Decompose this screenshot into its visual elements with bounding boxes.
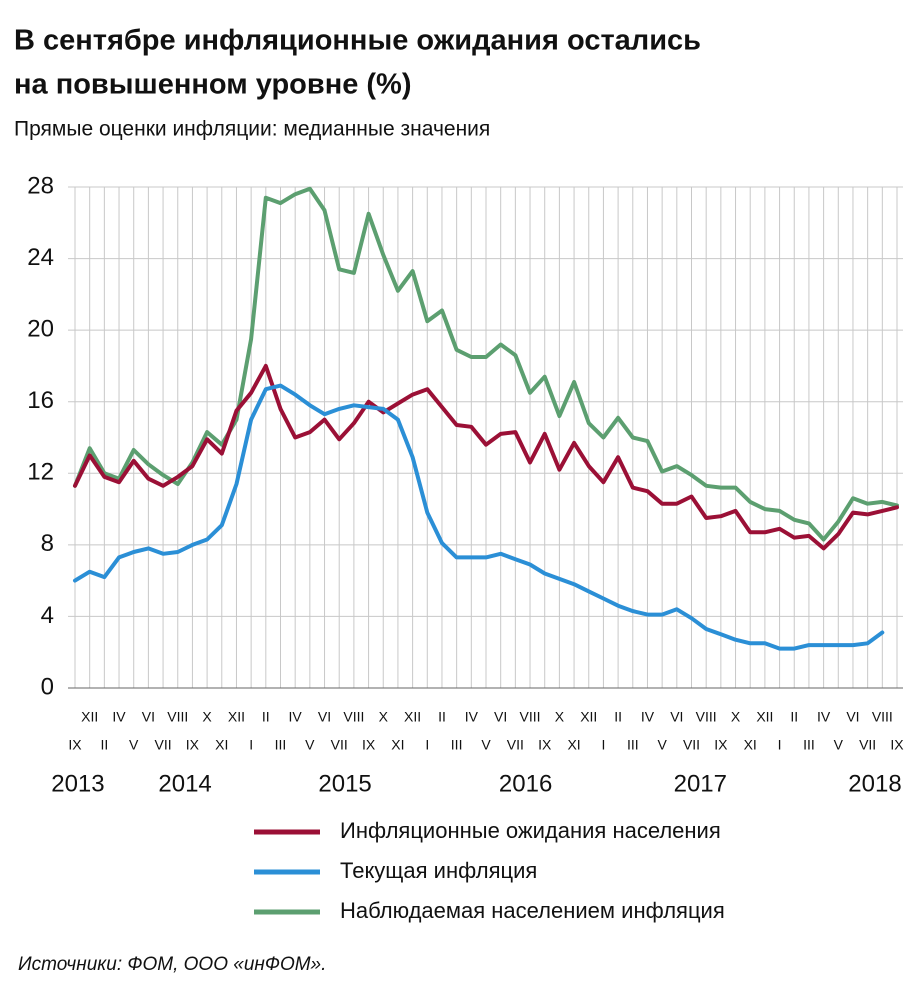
- y-tick-label: 4: [41, 602, 54, 629]
- x-tick-label: V: [834, 737, 844, 753]
- x-tick-label: II: [262, 709, 270, 725]
- x-tick-label: V: [305, 737, 315, 753]
- x-tick-label: I: [601, 737, 605, 753]
- x-tick-label: IX: [68, 737, 82, 753]
- chart-subtitle: Прямые оценки инфляции: медианные значен…: [14, 118, 490, 141]
- x-tick-label: III: [803, 737, 815, 753]
- x-tick-label: XI: [215, 737, 228, 753]
- x-tick-label: VII: [507, 737, 524, 753]
- x-tick-label: VII: [331, 737, 348, 753]
- x-tick-label: XII: [580, 709, 597, 725]
- x-tick-label: VII: [155, 737, 172, 753]
- x-tick-label: VI: [670, 709, 683, 725]
- year-label: 2016: [499, 770, 552, 797]
- x-tick-label: V: [129, 737, 139, 753]
- y-tick-label: 24: [27, 244, 54, 271]
- x-tick-label: IX: [890, 737, 904, 753]
- x-tick-label: III: [451, 737, 463, 753]
- x-tick-label: X: [379, 709, 389, 725]
- y-tick-label: 16: [27, 387, 54, 414]
- legend-label: Наблюдаемая населением инфляция: [340, 898, 725, 923]
- x-tick-label: II: [790, 709, 798, 725]
- x-tick-label: VI: [494, 709, 507, 725]
- x-tick-label: IV: [641, 709, 655, 725]
- y-tick-label: 28: [27, 172, 54, 199]
- x-tick-label: XII: [756, 709, 773, 725]
- year-label: 2018: [848, 770, 901, 797]
- y-tick-label: 8: [41, 530, 54, 557]
- x-tick-label: II: [614, 709, 622, 725]
- x-tick-label: III: [627, 737, 639, 753]
- y-tick-label: 0: [41, 673, 54, 700]
- x-tick-label: VIII: [343, 709, 364, 725]
- x-tick-label: VI: [846, 709, 859, 725]
- year-label: 2013: [51, 770, 104, 797]
- y-tick-label: 12: [27, 459, 54, 486]
- x-tick-label: VI: [318, 709, 331, 725]
- chart-title: на повышенном уровне (%): [14, 69, 412, 101]
- x-tick-label: IX: [714, 737, 728, 753]
- chart-title: В сентябре инфляционные ожидания осталис…: [14, 25, 701, 57]
- legend-label: Текущая инфляция: [340, 858, 537, 883]
- series-line: [73, 363, 899, 551]
- y-tick-label: 20: [27, 315, 54, 342]
- x-tick-label: IV: [289, 709, 303, 725]
- x-tick-label: IV: [112, 709, 126, 725]
- source: Источники: ФОМ, ООО «инФОМ».: [18, 954, 326, 975]
- series-line: [73, 186, 899, 542]
- x-tick-label: VIII: [167, 709, 188, 725]
- x-tick-label: XII: [81, 709, 98, 725]
- x-tick-label: VIII: [696, 709, 717, 725]
- x-tick-label: XI: [567, 737, 580, 753]
- x-tick-label: II: [100, 737, 108, 753]
- x-tick-label: XI: [744, 737, 757, 753]
- x-tick-label: VIII: [520, 709, 541, 725]
- x-tick-label: IV: [817, 709, 831, 725]
- year-label: 2017: [674, 770, 727, 797]
- year-label: 2014: [158, 770, 211, 797]
- x-tick-label: I: [249, 737, 253, 753]
- x-tick-label: XII: [228, 709, 245, 725]
- x-tick-label: X: [202, 709, 212, 725]
- x-tick-label: XI: [391, 737, 404, 753]
- x-tick-label: II: [438, 709, 446, 725]
- x-tick-label: IX: [186, 737, 200, 753]
- x-tick-label: X: [731, 709, 741, 725]
- x-tick-label: V: [481, 737, 491, 753]
- x-tick-label: VII: [683, 737, 700, 753]
- x-tick-label: IV: [465, 709, 479, 725]
- legend-label: Инфляционные ожидания населения: [340, 818, 721, 843]
- year-label: 2015: [318, 770, 371, 797]
- series-line: [73, 383, 885, 651]
- x-tick-label: VI: [142, 709, 155, 725]
- x-tick-label: VII: [859, 737, 876, 753]
- x-tick-label: III: [275, 737, 287, 753]
- x-tick-label: I: [425, 737, 429, 753]
- x-tick-label: VIII: [872, 709, 893, 725]
- x-tick-label: X: [555, 709, 565, 725]
- x-tick-label: I: [778, 737, 782, 753]
- x-tick-label: V: [657, 737, 667, 753]
- x-tick-label: IX: [538, 737, 552, 753]
- x-tick-label: XII: [404, 709, 421, 725]
- x-tick-label: IX: [362, 737, 376, 753]
